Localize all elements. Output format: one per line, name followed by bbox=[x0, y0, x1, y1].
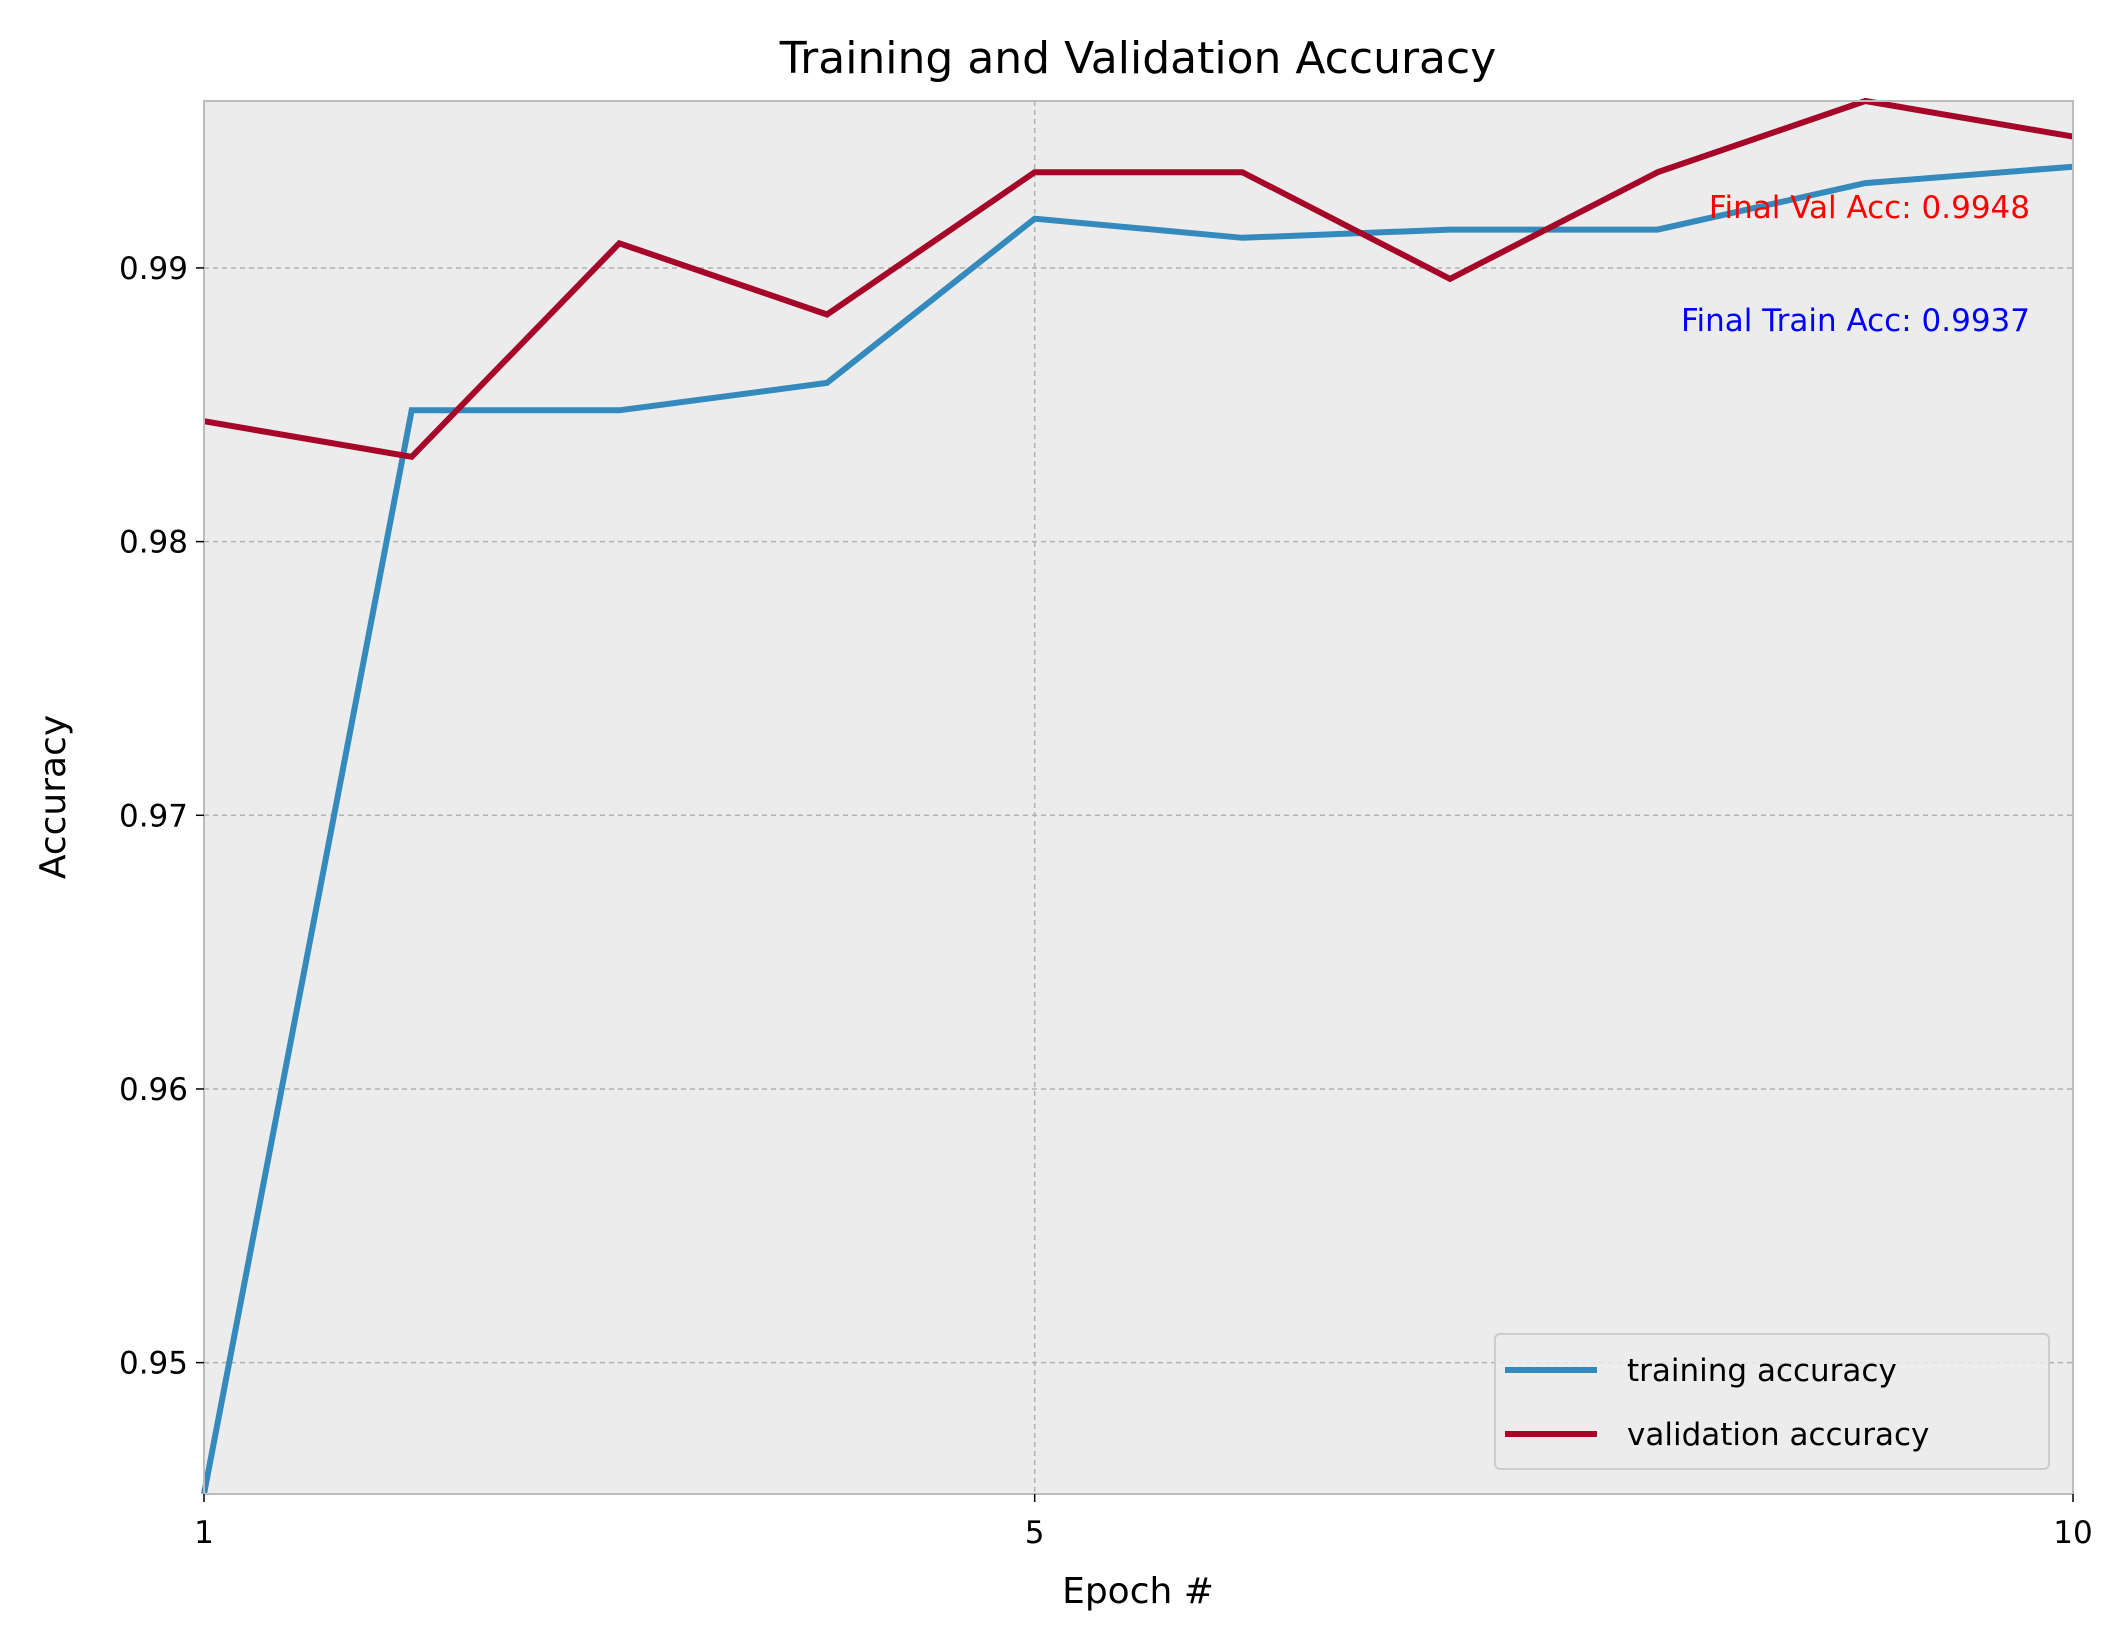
y-tick-label: 0.96 bbox=[119, 1072, 188, 1108]
chart-title: Training and Validation Accuracy bbox=[779, 33, 1497, 84]
plot-frame bbox=[203, 100, 2074, 1495]
y-tick-label: 0.99 bbox=[119, 251, 188, 287]
x-axis-label: Epoch # bbox=[1062, 1571, 1214, 1612]
y-tick-label: 0.95 bbox=[119, 1346, 188, 1382]
y-tick-label: 0.97 bbox=[119, 798, 188, 834]
final-train-acc-annotation: Final Train Acc: 0.9937 bbox=[1681, 303, 2030, 339]
y-axis-label: Accuracy bbox=[33, 715, 74, 879]
legend-label-training: training accuracy bbox=[1627, 1353, 1897, 1389]
legend: training accuracy validation accuracy bbox=[1494, 1333, 2050, 1470]
validation-accuracy-line bbox=[203, 97, 2074, 461]
x-tick-label: 1 bbox=[194, 1515, 214, 1551]
final-val-acc-annotation: Final Val Acc: 0.9948 bbox=[1709, 190, 2030, 226]
series-lines bbox=[201, 97, 2074, 1495]
y-tick-label: 0.98 bbox=[119, 525, 188, 561]
plot-area bbox=[204, 101, 2073, 1494]
legend-box bbox=[1494, 1333, 2050, 1470]
x-tick-label: 5 bbox=[1025, 1515, 1045, 1551]
legend-label-validation: validation accuracy bbox=[1627, 1417, 1929, 1453]
axis-ticks: 0.95 0.96 0.97 0.98 0.99 1 5 10 bbox=[119, 251, 2093, 1551]
training-accuracy-line bbox=[201, 163, 2074, 1495]
x-tick-label: 10 bbox=[2053, 1515, 2092, 1551]
